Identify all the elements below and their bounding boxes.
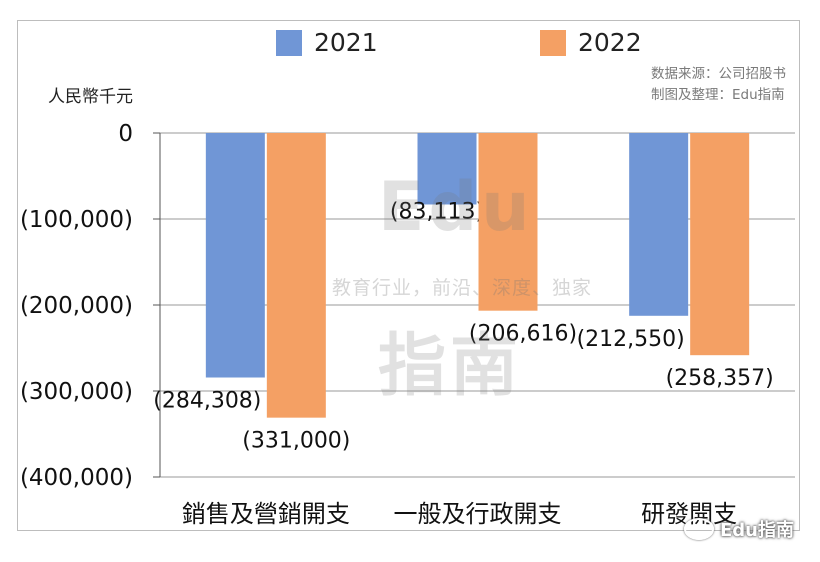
- category-label: 銷售及營銷開支: [182, 500, 350, 528]
- category-label: 一般及行政開支: [394, 500, 562, 528]
- chart-frame: [17, 20, 800, 531]
- legend-label-2022: 2022: [578, 28, 642, 57]
- bar-2021: [629, 133, 689, 316]
- source-line-data: 数据来源：公司招股书: [651, 66, 786, 82]
- y-tick-label: 0: [118, 121, 133, 147]
- legend-swatch-2021: [276, 29, 302, 56]
- y-tick-label: (200,000): [20, 293, 133, 319]
- data-label-2021: (284,308): [153, 389, 261, 414]
- brand-label: Edu指南: [720, 520, 794, 541]
- watermark-tagline: 教育行业，前沿、深度、独家: [332, 277, 593, 299]
- bar-2021: [417, 133, 477, 205]
- y-tick-label: (300,000): [20, 379, 133, 405]
- watermark-edu: Edu: [378, 168, 534, 247]
- bar-2022: [478, 133, 538, 311]
- legend-item-2021: 2021: [276, 28, 378, 57]
- legend-label-2021: 2021: [314, 28, 378, 57]
- data-label-2021: (212,550): [577, 327, 685, 352]
- bar-2022: [266, 133, 326, 418]
- y-tick-label: (100,000): [20, 207, 133, 233]
- data-label-2022: (206,616): [469, 322, 577, 347]
- bar-2022: [690, 133, 750, 356]
- data-label-2022: (258,357): [666, 366, 774, 391]
- legend-item-2022: 2022: [540, 28, 642, 57]
- source-note: 数据来源：公司招股书 制图及整理：Edu指南: [651, 64, 786, 106]
- y-tick-label: (400,000): [20, 465, 133, 491]
- y-axis-unit-label: 人民幣千元: [48, 87, 133, 107]
- bar-2021: [205, 133, 265, 378]
- data-label-2021: (83,113): [390, 199, 484, 224]
- brand-watermark: Edu指南: [684, 516, 794, 542]
- watermark-zhinan: 指南: [378, 327, 523, 406]
- source-line-credit: 制图及整理：Edu指南: [651, 87, 785, 103]
- legend-swatch-2022: [540, 29, 566, 56]
- data-label-2022: (331,000): [242, 429, 350, 454]
- wechat-icon: [684, 518, 714, 540]
